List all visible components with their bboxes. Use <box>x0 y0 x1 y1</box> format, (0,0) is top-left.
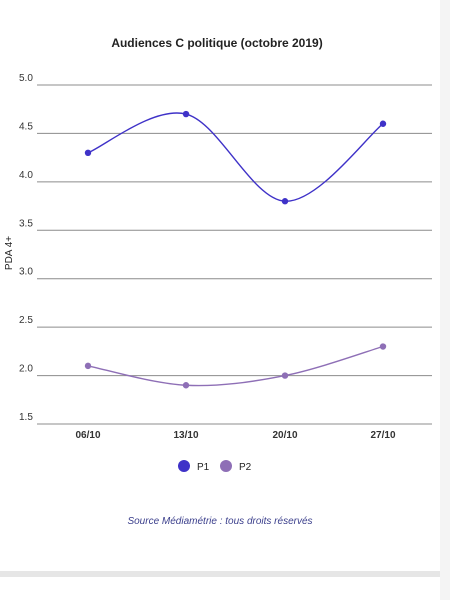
data-point-p2 <box>281 372 289 379</box>
chart-title: Audiences C politique (octobre 2019) <box>111 36 322 50</box>
data-point-p2 <box>84 362 92 370</box>
legend-label-p2: P2 <box>239 462 252 473</box>
y-tick-label: 1.5 <box>19 412 33 423</box>
data-point-p1 <box>182 110 190 118</box>
y-tick-label: 2.0 <box>19 364 33 375</box>
right-edge <box>440 0 450 600</box>
series-line-p2 <box>87 345 384 387</box>
y-tick-label: 2.5 <box>19 315 33 326</box>
data-point-p1 <box>281 198 289 205</box>
series-line-p1 <box>87 112 384 202</box>
legend-label-p1: P1 <box>197 462 210 473</box>
x-tick-label: 20/10 <box>272 430 297 441</box>
legend-marker-p2 <box>220 460 232 472</box>
data-point-p1 <box>379 120 387 127</box>
x-tick-label: 13/10 <box>173 430 198 441</box>
y-tick-label: 5.0 <box>19 73 33 84</box>
y-axis-label: PDA 4+ <box>4 236 15 270</box>
x-tick-labels: 06/10 13/10 20/10 27/10 <box>75 430 395 441</box>
data-point-p2 <box>182 382 190 389</box>
x-tick-label: 06/10 <box>75 430 100 441</box>
gridlines <box>37 84 432 425</box>
legend: P1 P2 <box>178 460 252 473</box>
series-group <box>84 110 387 389</box>
y-tick-label: 3.0 <box>19 267 33 278</box>
data-point-p2 <box>379 343 387 350</box>
data-point-p1 <box>84 149 92 156</box>
line-chart: Audiences C politique (octobre 2019) PDA… <box>4 36 432 473</box>
y-tick-labels: 5.0 4.5 4.0 3.5 3.0 2.5 2.0 1.5 <box>19 73 33 423</box>
bottom-divider <box>0 571 440 577</box>
legend-marker-p1 <box>178 460 190 472</box>
y-tick-label: 4.5 <box>19 121 33 132</box>
y-tick-label: 4.0 <box>19 170 33 181</box>
y-tick-label: 3.5 <box>19 218 33 229</box>
x-tick-label: 27/10 <box>370 430 395 441</box>
source-note: Source Médiamétrie : tous droits réservé… <box>127 516 313 527</box>
